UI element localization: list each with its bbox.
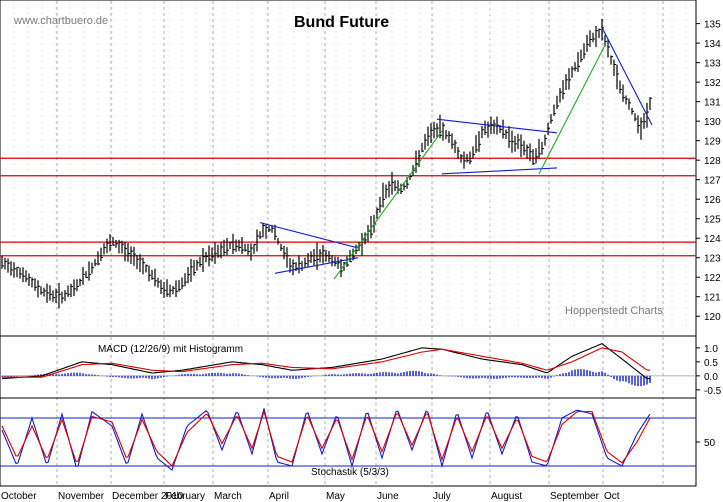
trendline xyxy=(441,167,558,175)
price-tick-label: 130 xyxy=(704,117,721,128)
price-tick-label: 126 xyxy=(704,195,721,206)
price-tick-label: 134 xyxy=(704,39,721,50)
month-label: October xyxy=(1,491,37,502)
stochastic-line xyxy=(1,409,651,467)
price-tick-label: 123 xyxy=(704,254,721,265)
trendline xyxy=(259,222,359,249)
stochastic-panel: 50 xyxy=(0,408,716,471)
macd-tick-label: 0.0 xyxy=(704,372,718,383)
stochastic-line xyxy=(1,408,651,471)
price-tick-label: 132 xyxy=(704,78,721,89)
trendline xyxy=(601,27,653,126)
support-resistance-lines xyxy=(0,157,696,257)
trendlines xyxy=(259,27,653,280)
stochastic-title: Stochastik (5/3/3) xyxy=(311,467,389,478)
price-tick-label: 128 xyxy=(704,156,721,167)
macd-tick-label: -0.5 xyxy=(704,386,722,397)
macd-title: MACD (12/26/9) mit Histogramm xyxy=(98,344,243,355)
price-tick-label: 129 xyxy=(704,137,721,148)
price-series xyxy=(1,18,652,309)
macd-tick-label: 0.5 xyxy=(704,358,718,369)
macd-panel: 1.0 0.5 0.0 -0.5 xyxy=(0,342,722,397)
source-label: www.chartbuero.de xyxy=(13,15,108,27)
trendline xyxy=(538,44,606,175)
macd-line xyxy=(2,347,650,378)
trendline xyxy=(436,118,558,134)
price-tick-label: 121 xyxy=(704,293,721,304)
month-label: February xyxy=(165,491,205,502)
month-label: May xyxy=(326,491,345,502)
chart-title: Bund Future xyxy=(294,14,389,31)
stochastic-tick-label: 50 xyxy=(704,438,716,449)
price-panel-frame xyxy=(0,0,697,337)
month-label: September xyxy=(550,491,600,502)
month-label: July xyxy=(433,491,451,502)
price-tick-label: 127 xyxy=(704,176,721,187)
watermark: Hoppenstedt Charts xyxy=(565,305,663,317)
month-label: August xyxy=(491,491,522,502)
macd-tick-label: 1.0 xyxy=(704,344,718,355)
month-label: April xyxy=(269,491,289,502)
price-tick-label: 124 xyxy=(704,234,721,245)
gridlines xyxy=(13,1,687,485)
price-axis: 120 121 122 123 124 125 126 127 128 129 130 131 132 1… xyxy=(696,20,721,323)
month-label: June xyxy=(377,491,399,502)
price-tick-label: 120 xyxy=(704,312,721,323)
price-tick-label: 135 xyxy=(704,20,721,31)
price-tick-label: 133 xyxy=(704,59,721,70)
month-label: March xyxy=(214,491,242,502)
macd-line xyxy=(1,342,650,380)
month-label: Oct xyxy=(604,491,620,502)
trendline xyxy=(333,130,443,280)
price-tick-label: 125 xyxy=(704,215,721,226)
month-label: December 2010 xyxy=(112,491,184,502)
price-tick-label: 122 xyxy=(704,273,721,284)
month-label: November xyxy=(58,491,105,502)
trendline xyxy=(274,257,359,274)
price-tick-label: 131 xyxy=(704,98,721,109)
